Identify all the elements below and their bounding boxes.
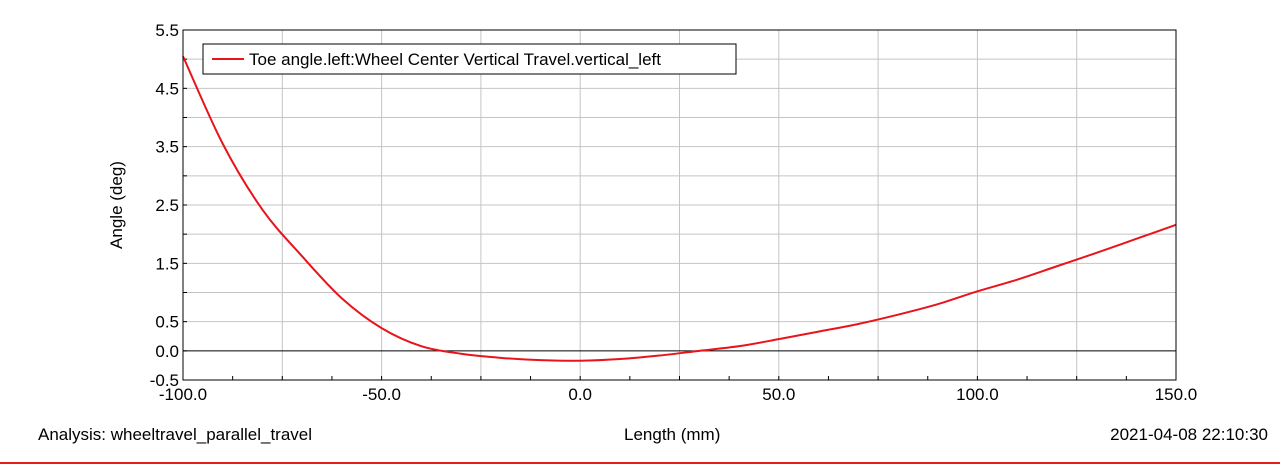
y-tick-label: 3.5 [155, 138, 179, 157]
y-tick-label: 5.5 [155, 21, 179, 40]
legend-label: Toe angle.left:Wheel Center Vertical Tra… [249, 50, 661, 69]
analysis-label: Analysis: wheeltravel_parallel_travel [38, 425, 313, 444]
x-tick-label: 150.0 [1155, 385, 1198, 404]
plot-frame [182, 29, 1177, 381]
series-layer [182, 55, 1177, 362]
y-tick-label: 0.0 [155, 342, 179, 361]
y-tick-label: -0.5 [150, 371, 179, 390]
x-tick-label: 50.0 [762, 385, 795, 404]
y-tick-label: 0.5 [155, 313, 179, 332]
x-axis-label: Length (mm) [624, 425, 721, 444]
y-axis-label: Angle (deg) [107, 161, 126, 249]
legend: Toe angle.left:Wheel Center Vertical Tra… [202, 43, 737, 75]
y-tick-label: 2.5 [155, 196, 179, 215]
series-line-0 [182, 55, 1177, 362]
grid [183, 30, 1176, 380]
bottom-rule [0, 462, 1280, 464]
x-tick-label: -50.0 [362, 385, 401, 404]
timestamp: 2021-04-08 22:10:30 [1110, 425, 1268, 444]
y-tick-label: 1.5 [155, 254, 179, 273]
legend-box [202, 43, 737, 75]
x-tick-label: -100.0 [159, 385, 207, 404]
axis-ticks: -100.0 -50.0 0.0 50.0 100.0 150.0 -0.5 0.0 0.5 1.… [150, 21, 1198, 404]
x-tick-label: 0.0 [568, 385, 592, 404]
y-tick-label: 4.5 [155, 79, 179, 98]
x-tick-label: 100.0 [956, 385, 999, 404]
